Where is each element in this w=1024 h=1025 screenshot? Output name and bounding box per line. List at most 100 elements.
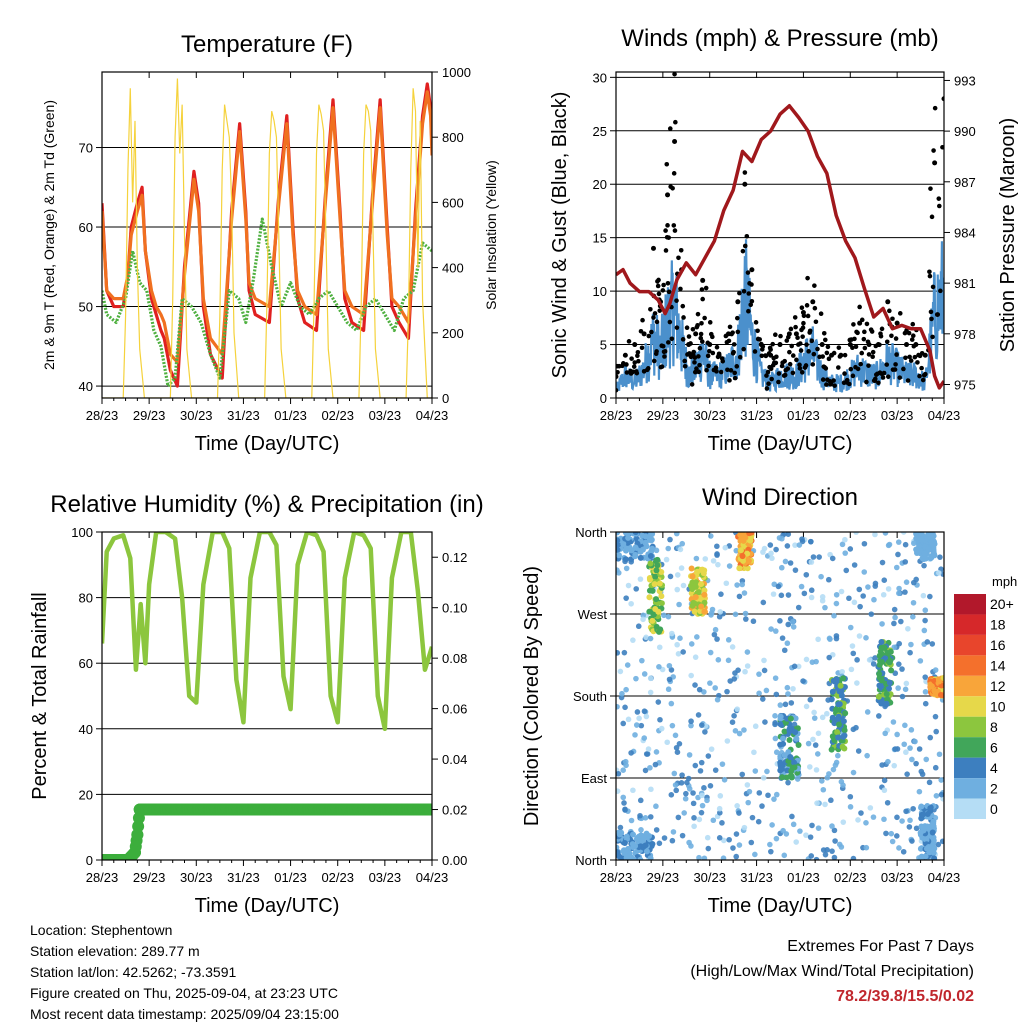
- gust-point: [870, 354, 875, 360]
- direction-point: [921, 562, 927, 569]
- gust-peak-point: [894, 320, 900, 326]
- direction-point: [815, 636, 821, 643]
- gust-point: [704, 367, 709, 373]
- direction-point: [634, 709, 641, 715]
- direction-point: [741, 824, 748, 831]
- y-right-tick-label: 600: [442, 195, 464, 210]
- gust-point: [742, 170, 748, 175]
- y-tick-label: 5: [600, 338, 607, 353]
- direction-point: [620, 794, 627, 801]
- direction-point: [936, 570, 942, 576]
- x-tick-label: 04/23: [928, 870, 961, 885]
- gust-point: [809, 338, 815, 344]
- direction-point: [661, 835, 668, 841]
- direction-point: [616, 547, 621, 554]
- direction-point: [820, 786, 827, 793]
- direction-point: [923, 756, 930, 763]
- gust-point: [798, 341, 803, 346]
- direction-point: [832, 838, 838, 844]
- direction-point: [831, 854, 838, 860]
- direction-point: [727, 678, 734, 684]
- direction-point: [891, 762, 898, 769]
- gust-peak-point: [786, 331, 792, 337]
- x-tick-label: 30/23: [180, 408, 213, 423]
- direction-point: [633, 586, 640, 592]
- gust-point: [659, 364, 665, 369]
- gust-point: [917, 373, 922, 379]
- direction-point: [926, 779, 933, 786]
- panel-1: Temperature (F) 40 50 60 70 0 200 400 600 800 1000…: [41, 31, 499, 455]
- direction-point: [782, 558, 789, 565]
- direction-point: [783, 774, 790, 781]
- direction-point: [853, 724, 859, 731]
- direction-point: [867, 805, 874, 811]
- figure-created: Figure created on Thu, 2025-09-04, at 23…: [30, 985, 338, 1001]
- y-right-tick-label: 400: [442, 261, 464, 276]
- gust-point: [718, 369, 724, 375]
- direction-point: [833, 591, 840, 598]
- direction-point: [784, 684, 791, 691]
- direction-point: [834, 729, 841, 736]
- direction-point: [928, 683, 935, 690]
- gust-point: [906, 330, 912, 336]
- gust-point: [812, 283, 817, 288]
- y-tick-label: 40: [79, 379, 93, 394]
- direction-point: [914, 547, 921, 554]
- direction-point: [672, 782, 679, 788]
- direction-point: [674, 749, 681, 756]
- direction-point: [676, 601, 682, 608]
- gust-point: [671, 223, 677, 228]
- gust-point: [936, 196, 942, 201]
- gust-point: [897, 375, 903, 380]
- direction-point: [810, 554, 817, 560]
- gust-point: [662, 354, 667, 359]
- x-tick-label: 03/23: [881, 408, 914, 423]
- direction-point: [616, 770, 622, 777]
- direction-point: [717, 609, 724, 615]
- direction-point: [747, 537, 754, 544]
- gust-point: [665, 281, 671, 286]
- direction-point: [839, 541, 846, 548]
- direction-point: [643, 713, 650, 720]
- direction-point: [653, 557, 660, 564]
- direction-point: [712, 626, 719, 633]
- gust-point: [892, 367, 898, 372]
- gust-point: [713, 365, 719, 370]
- direction-point: [917, 845, 924, 852]
- colorbar-swatch: [954, 655, 986, 676]
- gust-point: [697, 362, 702, 368]
- direction-point: [656, 580, 663, 587]
- direction-point: [896, 661, 902, 667]
- direction-point: [927, 805, 934, 812]
- gust-point: [699, 287, 705, 292]
- direction-point: [835, 721, 842, 728]
- direction-point: [881, 777, 888, 784]
- gust-point: [890, 316, 895, 322]
- direction-point: [720, 837, 727, 844]
- direction-point: [781, 752, 788, 759]
- direction-point: [940, 675, 944, 682]
- direction-point: [701, 785, 707, 791]
- direction-point: [714, 696, 721, 703]
- gust-point: [720, 358, 726, 364]
- gust-peak-point: [693, 331, 699, 337]
- direction-point: [909, 838, 915, 844]
- gust-point: [922, 371, 928, 377]
- direction-point: [824, 710, 830, 717]
- direction-point: [807, 538, 814, 545]
- direction-point: [647, 814, 654, 820]
- gust-point: [753, 320, 759, 325]
- x-axis-label: Time (Day/UTC): [708, 433, 853, 455]
- series-line-solar: [102, 78, 432, 398]
- y-right-tick-label: 0.12: [442, 550, 467, 565]
- direction-point: [670, 829, 677, 835]
- x-tick-label: 31/23: [740, 408, 773, 423]
- direction-point: [746, 532, 753, 537]
- gust-point: [852, 336, 857, 342]
- gust-point: [698, 335, 704, 341]
- direction-point: [878, 677, 885, 684]
- direction-point: [616, 703, 620, 710]
- gust-point: [759, 353, 765, 359]
- gust-point: [645, 366, 651, 371]
- direction-point: [784, 640, 791, 647]
